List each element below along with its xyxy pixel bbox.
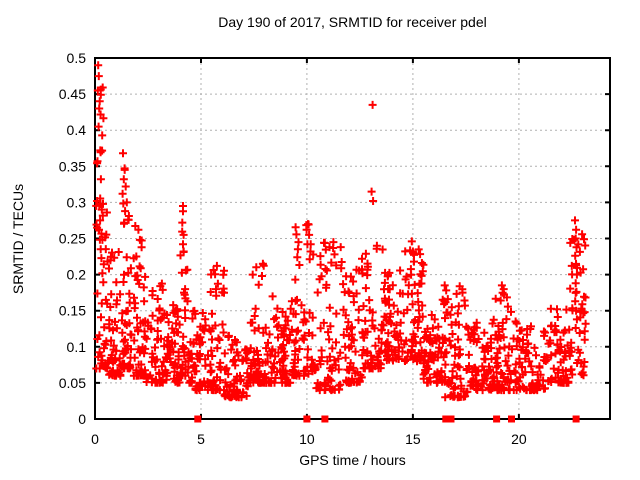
x-axis-title: GPS time / hours <box>299 452 406 468</box>
y-tick-label: 0.2 <box>67 267 87 283</box>
scatter-points <box>92 61 590 402</box>
y-tick-label: 0.15 <box>59 303 86 319</box>
y-tick-label: 0.5 <box>67 50 87 66</box>
y-tick-label: 0.25 <box>59 231 86 247</box>
y-tick-label: 0.45 <box>59 86 86 102</box>
x-tick-label: 5 <box>197 431 205 447</box>
y-tick-label: 0.1 <box>67 339 87 355</box>
x-tick-label: 20 <box>511 431 527 447</box>
y-tick-label: 0.4 <box>67 122 87 138</box>
y-tick-label: 0.3 <box>67 194 87 210</box>
y-tick-label: 0 <box>78 411 86 427</box>
y-tick-label: 0.05 <box>59 375 86 391</box>
x-tick-label: 0 <box>91 431 99 447</box>
x-tick-label: 10 <box>299 431 315 447</box>
chart-title: Day 190 of 2017, SRMTID for receiver pde… <box>218 14 487 30</box>
grid-lines <box>95 58 610 419</box>
y-tick-label: 0.35 <box>59 158 86 174</box>
zero-markers <box>194 415 580 423</box>
x-tick-label: 15 <box>405 431 421 447</box>
